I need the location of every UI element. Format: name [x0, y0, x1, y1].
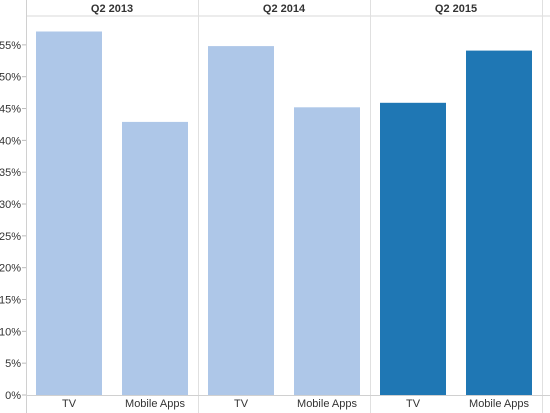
y-tick-label: 20%	[0, 263, 21, 275]
bar	[380, 102, 446, 396]
bar	[294, 107, 360, 396]
bar	[122, 121, 188, 396]
y-tick-label: 30%	[0, 199, 21, 211]
panel-separators	[26, 0, 550, 413]
y-tick-label: 50%	[0, 72, 21, 84]
panel-header-background	[26, 0, 542, 16]
category-label: TV	[62, 398, 77, 410]
y-tick-label: 0%	[5, 390, 21, 402]
y-tick-label: 55%	[0, 40, 21, 52]
panel-title: Q2 2013	[91, 3, 133, 15]
category-label: Mobile Apps	[469, 398, 529, 410]
y-tick-label: 10%	[0, 326, 21, 338]
y-tick-label: 40%	[0, 135, 21, 147]
bar	[466, 50, 532, 395]
panel-title: Q2 2015	[435, 3, 477, 15]
category-label: Mobile Apps	[297, 398, 357, 410]
category-label: Mobile Apps	[125, 398, 185, 410]
bar	[36, 31, 102, 395]
panel-titles: Q2 2013 Q2 2014 Q2 2015	[91, 3, 477, 15]
panel-title: Q2 2014	[263, 3, 306, 15]
y-tick-label: 25%	[0, 231, 21, 243]
category-label: TV	[406, 398, 421, 410]
y-tick-label: 15%	[0, 295, 21, 307]
y-tick-label: 45%	[0, 104, 21, 116]
category-label: TV	[234, 398, 249, 410]
category-labels: TV Mobile Apps TV Mobile Apps TV Mobile Apps	[62, 398, 529, 410]
bars	[36, 31, 532, 396]
bar	[208, 46, 274, 395]
panel-header-band	[26, 0, 550, 17]
y-tick-label: 35%	[0, 167, 21, 179]
y-tick-label: 5%	[5, 358, 21, 370]
y-axis: 0% 5% 10% 15% 20% 25% 30% 35% 40% 45% 50% 55%	[0, 40, 26, 402]
